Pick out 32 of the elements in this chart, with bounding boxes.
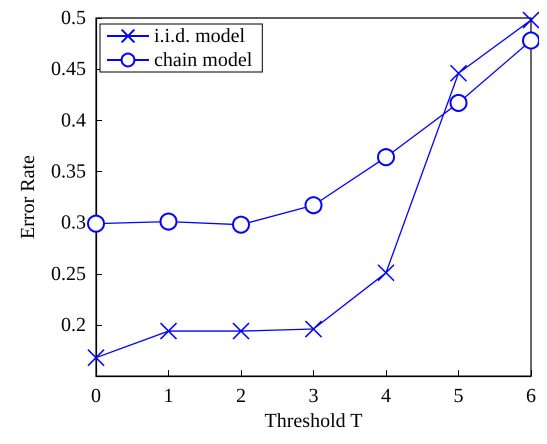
y-tick-label: 0.3 [61, 212, 86, 234]
x-axis-title: Threshold T [264, 410, 362, 432]
point [304, 196, 322, 214]
x-tick-label: 6 [526, 385, 536, 408]
x-tick-label: 2 [236, 385, 246, 408]
point [304, 320, 322, 338]
point [450, 94, 468, 112]
y-axis-title: Error Rate [17, 155, 39, 239]
y-tick-label: 0.4 [61, 109, 86, 132]
point [522, 11, 539, 29]
point [522, 32, 539, 50]
point [377, 264, 395, 282]
x-tick-label: 0 [91, 385, 101, 408]
y-tick-label: 0.5 [61, 7, 86, 29]
point [232, 216, 250, 234]
y-tick-label: 0.2 [61, 314, 86, 336]
x-tick-label: 5 [454, 385, 464, 408]
point [160, 212, 178, 231]
point [232, 322, 250, 340]
legend-label: chain model [154, 49, 253, 71]
y-tick-label: 0.35 [51, 160, 86, 182]
y-tick-label: 0.45 [51, 58, 86, 80]
point [377, 148, 395, 166]
point [87, 348, 105, 366]
point [87, 214, 105, 233]
point [450, 64, 468, 82]
x-tick-label: 4 [381, 385, 391, 408]
x-tick-label: 3 [308, 385, 318, 408]
point [160, 322, 178, 340]
legend-label: i.i.d. model [154, 25, 246, 47]
y-tick-label: 0.25 [51, 262, 86, 285]
x-tick-label: 1 [164, 385, 174, 408]
